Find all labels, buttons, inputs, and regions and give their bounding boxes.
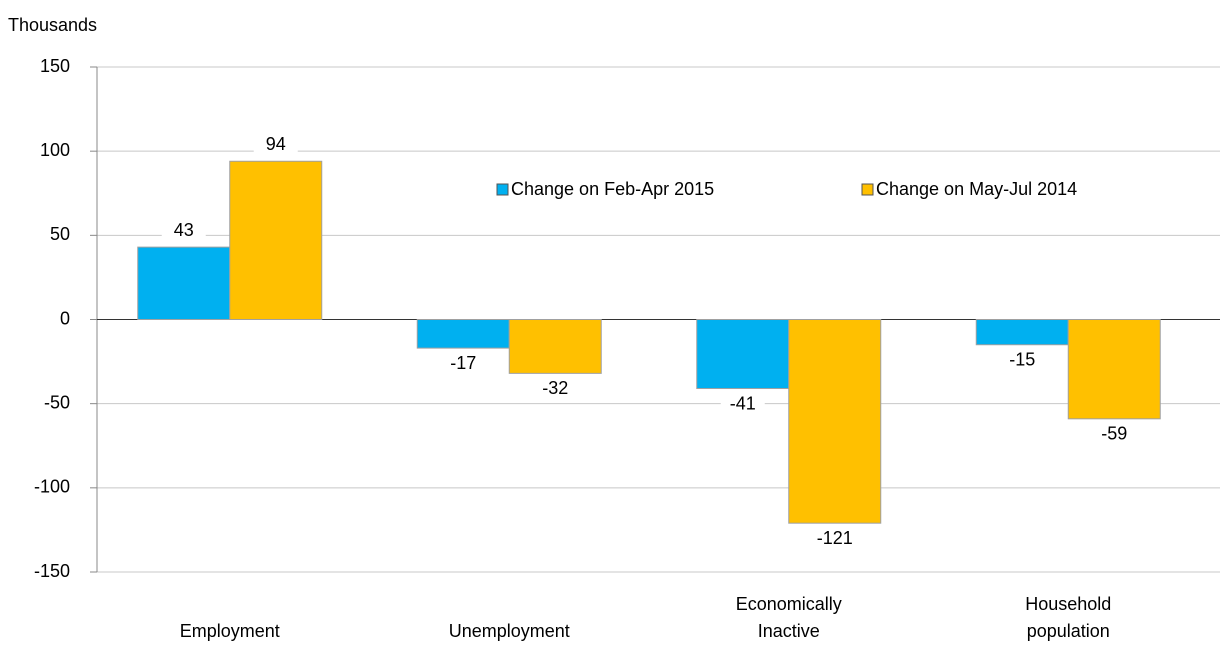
y-tick-label: 150 xyxy=(40,56,70,76)
legend-label: Change on May-Jul 2014 xyxy=(876,179,1077,199)
legend-swatch xyxy=(496,183,509,196)
bar xyxy=(788,319,882,524)
x-tick-label-line: Household xyxy=(1025,594,1111,614)
data-label: -15 xyxy=(1009,350,1035,370)
bar xyxy=(137,246,231,320)
x-tick-label-line: Unemployment xyxy=(449,621,570,641)
y-axis-label: Thousands xyxy=(8,15,97,35)
data-label: 43 xyxy=(174,220,194,240)
y-tick-label: 50 xyxy=(50,224,70,244)
data-label-bg xyxy=(441,352,486,377)
x-tick-label: Unemployment xyxy=(449,621,570,641)
legend-swatch xyxy=(861,183,874,196)
data-label-bg xyxy=(720,392,765,417)
y-tick-label: -150 xyxy=(34,561,70,581)
x-tick-label-line: Economically xyxy=(736,594,842,614)
x-tick-label-line: Inactive xyxy=(758,621,820,641)
x-tick-label-line: Employment xyxy=(180,621,280,641)
x-tick-label: Household population xyxy=(1025,594,1111,641)
y-tick-label: 100 xyxy=(40,140,70,160)
x-tick-label-line: population xyxy=(1027,621,1110,641)
x-tick-label: Employment xyxy=(180,621,280,641)
bar xyxy=(229,160,323,320)
data-label-bg xyxy=(161,219,206,244)
data-label: 94 xyxy=(266,134,286,154)
x-tick-label: Economically Inactive xyxy=(736,594,842,641)
data-label: -121 xyxy=(817,528,853,548)
data-label: -41 xyxy=(730,393,756,413)
y-tick-label: -100 xyxy=(34,477,70,497)
data-label-bg xyxy=(253,133,298,158)
y-tick-label: -50 xyxy=(44,392,70,412)
bar xyxy=(416,319,510,349)
bar xyxy=(975,319,1069,346)
data-label: -59 xyxy=(1101,424,1127,444)
bar xyxy=(508,319,602,374)
y-tick-label: 0 xyxy=(60,308,70,328)
data-label-bg xyxy=(1000,348,1045,373)
legend-label: Change on Feb-Apr 2015 xyxy=(511,179,714,199)
bar xyxy=(1067,319,1161,420)
data-label-bg xyxy=(812,527,857,552)
data-label: -32 xyxy=(542,378,568,398)
data-label-bg xyxy=(1092,422,1137,447)
data-label-bg xyxy=(533,377,578,402)
bar xyxy=(696,319,790,390)
data-label: -17 xyxy=(450,353,476,373)
